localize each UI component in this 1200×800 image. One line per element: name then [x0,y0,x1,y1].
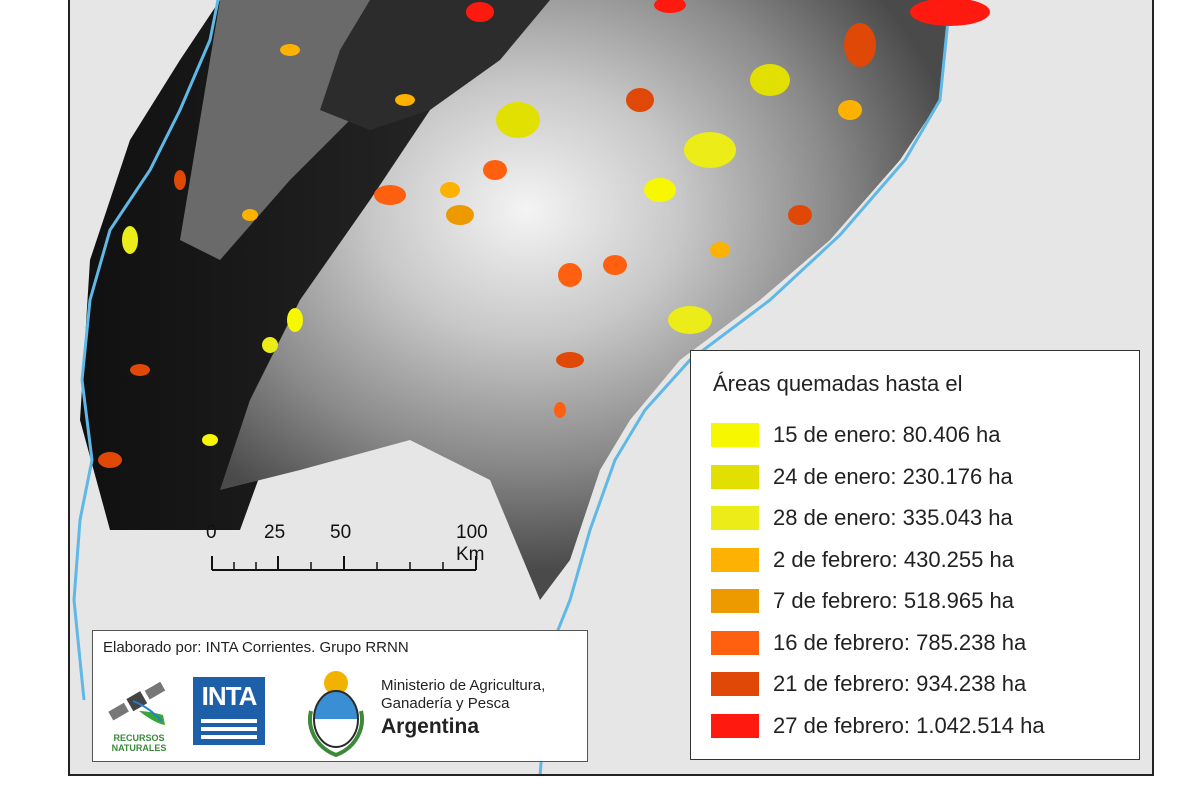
legend-label: 24 de enero: 230.176 ha [773,463,1013,489]
inta-logo: INTA [193,677,265,745]
legend-swatch [711,423,759,447]
burn-patch [838,100,862,120]
ministry-line2: Ganadería y Pesca [381,695,510,712]
recursos-naturales-label: RECURSOS NATURALES [111,733,167,753]
legend-swatch [711,713,759,738]
burn-patch [788,205,812,225]
burn-patch [440,182,460,198]
credits-box: Elaborado por: INTA Corrientes. Grupo RR… [92,630,588,762]
burn-patch [558,263,582,287]
scale-bar-line [211,556,477,571]
burn-patch [174,170,186,190]
legend-swatch [711,672,759,696]
burn-patch [483,160,507,180]
burn-patch [654,0,686,13]
legend-item: 24 de enero: 230.176 ha [711,459,1013,495]
legend-title: Áreas quemadas hasta el [713,371,963,396]
legend-label: 16 de febrero: 785.238 ha [773,629,1027,655]
burn-patch [644,178,676,202]
legend-swatch [711,630,759,655]
legend-swatch [711,547,759,572]
burn-patch [122,226,138,254]
legend-label: 15 de enero: 80.406 ha [773,422,1001,447]
burn-patch [710,242,730,258]
recursos-naturales-logo: RECURSOS NATURALES [99,671,179,756]
burn-patch [287,308,303,332]
legend-label: 2 de febrero: 430.255 ha [773,546,1014,572]
burn-patch [374,185,406,205]
legend-item: 7 de febrero: 518.965 ha [711,583,1014,619]
scale-bar: 0 25 50 100 Km [206,522,496,582]
legend-label: 7 de febrero: 518.965 ha [773,588,1014,613]
burn-patch [202,434,218,446]
province-highlands [220,0,950,600]
esteros-dark [320,0,550,130]
legend-swatch [711,464,759,489]
uruguay-river [538,0,952,774]
ministry-line1: Ministerio de Agricultura, [381,677,546,694]
burn-patch [626,88,654,112]
burn-patch [280,44,300,56]
burn-patch [554,402,566,418]
legend: Áreas quemadas hasta el 15 de enero: 80.… [690,350,1140,760]
legend-item: 27 de febrero: 1.042.514 ha [711,708,1045,744]
credits-text: Elaborado por: INTA Corrientes. Grupo RR… [103,639,409,656]
burned-areas [98,0,990,468]
legend-item: 21 de febrero: 934.238 ha [711,666,1026,702]
scale-label-50: 50 [330,522,352,543]
burn-patch [262,337,278,353]
burn-patch [496,102,540,138]
legend-item: 16 de febrero: 785.238 ha [711,625,1026,661]
burn-patch [750,64,790,96]
burn-patch [556,352,584,368]
burn-patch [446,205,474,225]
legend-label: 28 de enero: 335.043 ha [773,505,1013,530]
legend-swatch [711,506,759,530]
scale-label-100: 100 Km [456,522,488,565]
burn-patch [910,0,990,26]
argentina-coat-of-arms [305,667,367,758]
burn-patch [844,23,876,67]
burn-patch [603,255,627,275]
legend-item: 15 de enero: 80.406 ha [711,417,1001,453]
legend-label: 21 de febrero: 934.238 ha [773,671,1027,696]
burn-patch [684,132,736,168]
burn-patch [130,364,150,376]
legend-swatch [711,589,759,613]
burn-patch [98,452,122,468]
burn-patch [668,306,712,334]
scale-label-25: 25 [264,522,286,543]
terrain-map[interactable] [70,0,1154,776]
satellite-icon [108,681,166,725]
legend-item: 28 de enero: 335.043 ha [711,500,1013,536]
legend-label: 27 de febrero: 1.042.514 ha [773,712,1045,738]
inta-logo-text: INTA [201,681,258,711]
ministry-country: Argentina [381,715,480,738]
burn-patch [466,2,494,22]
burn-patch [395,94,415,106]
burn-patch [242,209,258,221]
scale-label-0: 0 [206,522,217,543]
ministry-text: Ministerio de Agricultura, Ganadería y P… [381,677,545,741]
parana-river [72,0,220,701]
legend-item: 2 de febrero: 430.255 ha [711,542,1014,578]
